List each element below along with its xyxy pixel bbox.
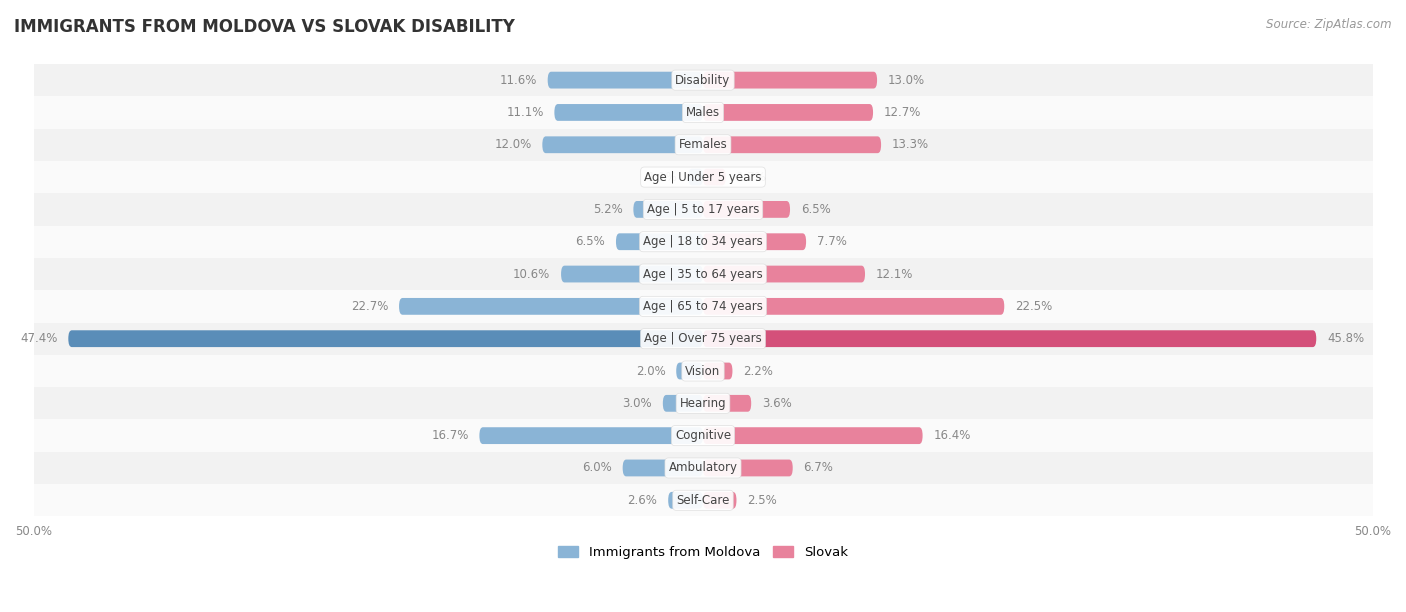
FancyBboxPatch shape — [548, 72, 703, 89]
Text: Age | 65 to 74 years: Age | 65 to 74 years — [643, 300, 763, 313]
FancyBboxPatch shape — [479, 427, 703, 444]
Text: 11.1%: 11.1% — [506, 106, 544, 119]
FancyBboxPatch shape — [616, 233, 703, 250]
FancyBboxPatch shape — [703, 201, 790, 218]
FancyBboxPatch shape — [34, 96, 1372, 129]
Text: 13.3%: 13.3% — [891, 138, 929, 151]
Text: Age | 5 to 17 years: Age | 5 to 17 years — [647, 203, 759, 216]
Text: 12.0%: 12.0% — [495, 138, 531, 151]
Text: 47.4%: 47.4% — [20, 332, 58, 345]
FancyBboxPatch shape — [34, 387, 1372, 419]
Text: Hearing: Hearing — [679, 397, 727, 410]
FancyBboxPatch shape — [703, 330, 1316, 347]
FancyBboxPatch shape — [34, 226, 1372, 258]
Text: Age | Under 5 years: Age | Under 5 years — [644, 171, 762, 184]
Text: 16.4%: 16.4% — [934, 429, 970, 442]
FancyBboxPatch shape — [623, 460, 703, 476]
FancyBboxPatch shape — [676, 362, 703, 379]
Legend: Immigrants from Moldova, Slovak: Immigrants from Moldova, Slovak — [553, 540, 853, 564]
Text: 2.2%: 2.2% — [744, 365, 773, 378]
Text: 22.5%: 22.5% — [1015, 300, 1052, 313]
Text: 22.7%: 22.7% — [352, 300, 388, 313]
FancyBboxPatch shape — [703, 298, 1004, 315]
Text: Vision: Vision — [685, 365, 721, 378]
FancyBboxPatch shape — [34, 129, 1372, 161]
FancyBboxPatch shape — [703, 266, 865, 283]
Text: 6.0%: 6.0% — [582, 461, 612, 474]
FancyBboxPatch shape — [703, 362, 733, 379]
FancyBboxPatch shape — [34, 419, 1372, 452]
Text: 5.2%: 5.2% — [593, 203, 623, 216]
Text: IMMIGRANTS FROM MOLDOVA VS SLOVAK DISABILITY: IMMIGRANTS FROM MOLDOVA VS SLOVAK DISABI… — [14, 18, 515, 36]
Text: 6.7%: 6.7% — [803, 461, 834, 474]
Text: 2.0%: 2.0% — [636, 365, 665, 378]
FancyBboxPatch shape — [34, 290, 1372, 323]
Text: 16.7%: 16.7% — [432, 429, 468, 442]
FancyBboxPatch shape — [703, 395, 751, 412]
FancyBboxPatch shape — [561, 266, 703, 283]
FancyBboxPatch shape — [668, 492, 703, 509]
FancyBboxPatch shape — [543, 136, 703, 153]
Text: 12.7%: 12.7% — [884, 106, 921, 119]
Text: Age | Over 75 years: Age | Over 75 years — [644, 332, 762, 345]
FancyBboxPatch shape — [703, 460, 793, 476]
Text: 45.8%: 45.8% — [1327, 332, 1364, 345]
FancyBboxPatch shape — [554, 104, 703, 121]
FancyBboxPatch shape — [34, 64, 1372, 96]
FancyBboxPatch shape — [703, 427, 922, 444]
Text: 6.5%: 6.5% — [801, 203, 831, 216]
FancyBboxPatch shape — [399, 298, 703, 315]
FancyBboxPatch shape — [633, 201, 703, 218]
FancyBboxPatch shape — [34, 484, 1372, 517]
FancyBboxPatch shape — [662, 395, 703, 412]
FancyBboxPatch shape — [34, 161, 1372, 193]
Text: Age | 18 to 34 years: Age | 18 to 34 years — [643, 235, 763, 248]
Text: Age | 35 to 64 years: Age | 35 to 64 years — [643, 267, 763, 280]
Text: Source: ZipAtlas.com: Source: ZipAtlas.com — [1267, 18, 1392, 31]
FancyBboxPatch shape — [703, 104, 873, 121]
Text: 10.6%: 10.6% — [513, 267, 550, 280]
Text: 11.6%: 11.6% — [499, 73, 537, 87]
Text: 6.5%: 6.5% — [575, 235, 605, 248]
Text: 3.6%: 3.6% — [762, 397, 792, 410]
FancyBboxPatch shape — [703, 169, 725, 185]
Text: Disability: Disability — [675, 73, 731, 87]
Text: 3.0%: 3.0% — [623, 397, 652, 410]
FancyBboxPatch shape — [703, 233, 806, 250]
FancyBboxPatch shape — [34, 355, 1372, 387]
Text: 1.7%: 1.7% — [737, 171, 766, 184]
Text: 12.1%: 12.1% — [876, 267, 912, 280]
FancyBboxPatch shape — [703, 492, 737, 509]
Text: 2.5%: 2.5% — [747, 494, 778, 507]
FancyBboxPatch shape — [69, 330, 703, 347]
FancyBboxPatch shape — [34, 193, 1372, 226]
Text: Cognitive: Cognitive — [675, 429, 731, 442]
Text: Females: Females — [679, 138, 727, 151]
FancyBboxPatch shape — [34, 323, 1372, 355]
FancyBboxPatch shape — [703, 72, 877, 89]
FancyBboxPatch shape — [34, 452, 1372, 484]
Text: 7.7%: 7.7% — [817, 235, 846, 248]
Text: Ambulatory: Ambulatory — [668, 461, 738, 474]
Text: 13.0%: 13.0% — [887, 73, 925, 87]
FancyBboxPatch shape — [689, 169, 703, 185]
FancyBboxPatch shape — [703, 136, 882, 153]
Text: 1.1%: 1.1% — [648, 171, 678, 184]
Text: Self-Care: Self-Care — [676, 494, 730, 507]
Text: 2.6%: 2.6% — [627, 494, 658, 507]
FancyBboxPatch shape — [34, 258, 1372, 290]
Text: Males: Males — [686, 106, 720, 119]
